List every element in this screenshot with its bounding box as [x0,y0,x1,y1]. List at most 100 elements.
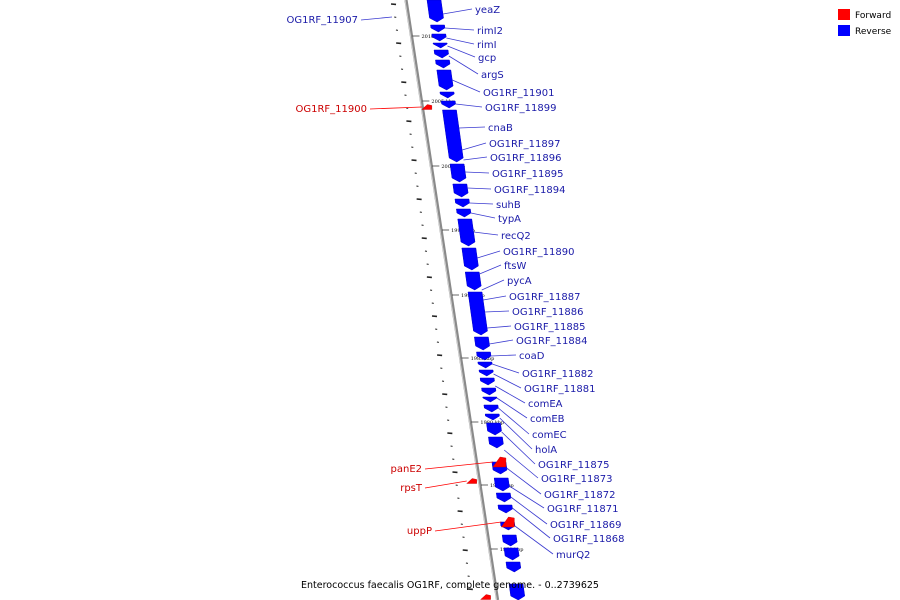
forward-gene-og1rf-11900 [421,104,433,110]
reverse-gene-feature [486,422,502,436]
leader-line [458,126,486,129]
gene-label-og1rf-11868: OG1RF_11868 [553,534,625,545]
gene-label-rimi: rimI [477,40,497,51]
gene-label-args: argS [481,70,504,81]
leader-line [495,385,526,404]
gene-label-og1rf-11890: OG1RF_11890 [503,247,575,258]
gene-label-og1rf-11901: OG1RF_11901 [483,88,555,99]
reverse-gene-feature [439,91,455,99]
forward-gene-feature [480,594,491,600]
leader-line [463,156,488,161]
reverse-gene-feature [433,49,449,59]
gene-label-og1rf-11872: OG1RF_11872 [544,490,616,501]
leader-line [442,8,473,15]
reverse-gene-feature [488,436,504,449]
leader-line [465,171,490,174]
leader-line [452,79,481,93]
reverse-gene-feature [476,351,492,361]
leader-line [446,37,475,45]
leader-line [503,449,539,479]
leader-line [469,202,494,205]
leader-line [484,310,510,313]
leader-line [506,467,542,495]
gene-label-og1rf-11884: OG1RF_11884 [516,336,588,347]
reverse-gene-feature [457,218,476,247]
gene-label-og1rf-11873: OG1RF_11873 [541,474,613,485]
forward-dot-track [390,3,473,591]
leader-line [489,339,514,345]
gene-label-og1rf-11899: OG1RF_11899 [485,103,557,114]
gene-label-murq2: murQ2 [556,550,590,561]
leader-line [369,106,422,110]
gene-label-og1rf-11894: OG1RF_11894 [494,185,566,196]
gene-label-og1rf-11896: OG1RF_11896 [490,153,562,164]
reverse-gene-feature [432,42,448,49]
leader-line [493,373,522,389]
reverse-gene-feature [501,534,518,547]
gene-label-og1rf-11871: OG1RF_11871 [547,504,619,515]
gene-label-comea: comEA [528,399,563,410]
gene-label-suhb: suhB [496,200,521,211]
reverse-gene-feature [435,59,451,69]
reverse-gene-feature [508,583,526,600]
label-leaders [360,8,554,555]
reverse-gene-feature [426,0,444,23]
leader-line [455,103,483,108]
gene-label-coad: coaD [519,351,545,362]
gene-label-comec: comEC [532,430,567,441]
gene-label-og1rf-11897: OG1RF_11897 [489,139,561,150]
reverse-gene-feature [478,369,494,377]
leader-line [514,525,554,555]
forward-gene-pane2 [492,456,507,468]
leader-line [487,325,512,329]
leader-line [444,27,475,31]
leader-line [492,363,520,374]
reverse-gene-feature [479,377,495,386]
leader-line [496,397,528,419]
leader-line [512,507,551,539]
leader-line [434,521,502,532]
gene-label-og1rf-11869: OG1RF_11869 [550,520,622,531]
map-caption: Enterococcus faecalis OG1RF, complete ge… [301,580,599,591]
gene-label-og1rf-11887: OG1RF_11887 [509,292,581,303]
leader-line [461,142,487,151]
gene-label-og1rf-11886: OG1RF_11886 [512,307,584,318]
reverse-gene-feature [430,24,446,33]
gene-label-typa: typA [498,214,521,225]
leader-line [479,264,502,275]
reverse-gene-feature [442,109,464,163]
legend: Forward Reverse [838,9,892,37]
reverse-gene-feature [467,291,488,336]
reverse-gene-feature [481,387,497,396]
reverse-gene-feature [431,33,447,42]
reverse-gene-feature [456,208,472,218]
gene-label-pane2: panE2 [391,464,423,475]
leader-line [477,250,501,259]
forward-gene-rpst [466,478,477,484]
gene-label-hola: holA [535,445,557,456]
gene-label-ftsw: ftsW [504,261,526,272]
leader-line [424,461,493,470]
leader-line [448,55,479,75]
reverse-gene-feature [484,413,500,421]
leader-line [501,431,536,465]
gene-label-cnab: cnaB [488,123,513,134]
leader-line [491,354,517,357]
leader-line [447,45,476,58]
leader-line [510,496,548,525]
leader-line [481,279,505,291]
backbone-line [404,0,500,600]
reverse-gene-feature [449,163,467,183]
backbone-highlight [404,0,497,600]
leader-line [483,295,507,301]
reverse-gene-feature [495,492,512,503]
reverse-gene-feature [461,247,479,271]
gene-label-rpst: rpsT [400,483,423,494]
gene-label-comeb: comEB [530,414,565,425]
gene-label-rimi2: rimI2 [477,26,503,37]
leader-line [473,231,499,236]
gene-label-yeaz: yeaZ [475,5,500,16]
leader-line [360,16,393,21]
legend-reverse-label: Reverse [855,27,892,37]
